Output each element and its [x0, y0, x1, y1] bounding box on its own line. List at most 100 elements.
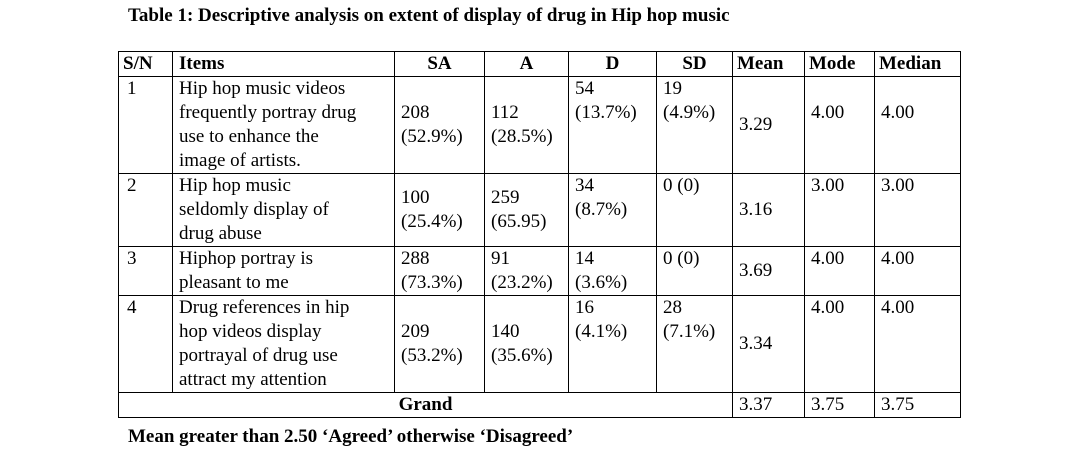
row-sd: 0 (0) [656, 173, 733, 247]
sd-value: 0 (0) [663, 248, 700, 269]
row-mean: 3.16 [732, 173, 805, 247]
item-line: image of artists. [179, 150, 301, 171]
table-row: 4 Drug references in hip hop videos disp… [118, 295, 961, 393]
a-count: 91 [491, 248, 510, 269]
sa-count: 209 [401, 321, 430, 342]
row-a: 112 (28.5%) [484, 76, 569, 174]
row-sa: 209 (53.2%) [394, 295, 485, 393]
d-count: 16 [575, 297, 594, 318]
header-d: D [568, 51, 657, 77]
item-line: Hip hop music videos [179, 78, 346, 99]
row-d: 54 (13.7%) [568, 76, 657, 174]
row-d: 14 (3.6%) [568, 246, 657, 296]
a-percent: (28.5%) [491, 126, 553, 147]
table-row: 2 Hip hop music seldomly display of drug… [118, 173, 961, 247]
median-value: 4.00 [881, 102, 915, 123]
row-mode: 4.00 [804, 76, 875, 174]
descriptive-analysis-table: S/N Items SA A D SD Mean Mode Median 1 H… [118, 51, 961, 418]
row-sn: 3 [118, 246, 173, 296]
grand-mean: 3.37 [732, 392, 805, 418]
sa-count: 208 [401, 102, 430, 123]
grand-median: 3.75 [874, 392, 961, 418]
item-line: Drug references in hip [179, 297, 350, 318]
row-a: 259 (65.95) [484, 173, 569, 247]
grand-mode: 3.75 [804, 392, 875, 418]
sd-value: 0 (0) [663, 175, 700, 196]
item-line: seldomly display of [179, 199, 329, 220]
a-percent: (35.6%) [491, 345, 553, 366]
row-mean: 3.34 [732, 295, 805, 393]
d-count: 54 [575, 78, 594, 99]
table-title: Table 1: Descriptive analysis on extent … [128, 5, 730, 26]
sa-percent: (73.3%) [401, 272, 463, 293]
sd-percent: (7.1%) [663, 321, 716, 342]
a-count: 112 [491, 102, 519, 123]
row-median: 4.00 [874, 295, 961, 393]
d-percent: (13.7%) [575, 102, 637, 123]
row-mode: 4.00 [804, 246, 875, 296]
header-items: Items [172, 51, 395, 77]
row-item: Hip hop music seldomly display of drug a… [172, 173, 395, 247]
row-sa: 288 (73.3%) [394, 246, 485, 296]
header-sn: S/N [118, 51, 173, 77]
row-median: 4.00 [874, 76, 961, 174]
a-count: 259 [491, 187, 520, 208]
row-item: Drug references in hip hop videos displa… [172, 295, 395, 393]
item-line: use to enhance the [179, 126, 319, 147]
table-row: 3 Hiphop portray is pleasant to me 288 (… [118, 246, 961, 296]
a-count: 140 [491, 321, 520, 342]
row-d: 16 (4.1%) [568, 295, 657, 393]
mode-value: 4.00 [811, 102, 845, 123]
row-sn: 1 [118, 76, 173, 174]
row-mean: 3.29 [732, 76, 805, 174]
row-mode: 4.00 [804, 295, 875, 393]
row-item: Hiphop portray is pleasant to me [172, 246, 395, 296]
item-line: attract my attention [179, 369, 327, 390]
header-median: Median [874, 51, 961, 77]
table-row: 1 Hip hop music videos frequently portra… [118, 76, 961, 174]
d-count: 34 [575, 175, 594, 196]
row-sn: 2 [118, 173, 173, 247]
sa-percent: (25.4%) [401, 211, 463, 232]
sd-count: 28 [663, 297, 682, 318]
sd-count: 19 [663, 78, 682, 99]
row-sa: 208 (52.9%) [394, 76, 485, 174]
item-line: drug abuse [179, 223, 262, 244]
grand-row: Grand 3.37 3.75 3.75 [118, 392, 961, 418]
item-line: Hip hop music [179, 175, 291, 196]
row-median: 4.00 [874, 246, 961, 296]
sd-percent: (4.9%) [663, 102, 716, 123]
grand-label: Grand [118, 392, 733, 418]
row-sn: 4 [118, 295, 173, 393]
item-line: pleasant to me [179, 272, 289, 293]
d-percent: (4.1%) [575, 321, 628, 342]
item-line: Hiphop portray is [179, 248, 314, 269]
d-percent: (3.6%) [575, 272, 628, 293]
sa-count: 100 [401, 187, 430, 208]
header-sd: SD [656, 51, 733, 77]
header-a: A [484, 51, 569, 77]
header-mean: Mean [732, 51, 805, 77]
item-line: frequently portray drug [179, 102, 357, 123]
row-item: Hip hop music videos frequently portray … [172, 76, 395, 174]
item-line: portrayal of drug use [179, 345, 338, 366]
header-sa: SA [394, 51, 485, 77]
row-sd: 28 (7.1%) [656, 295, 733, 393]
row-sa: 100 (25.4%) [394, 173, 485, 247]
a-percent: (23.2%) [491, 272, 553, 293]
row-sd: 0 (0) [656, 246, 733, 296]
a-percent: (65.95) [491, 211, 547, 232]
row-sd: 19 (4.9%) [656, 76, 733, 174]
sa-count: 288 [401, 248, 430, 269]
item-line: hop videos display [179, 321, 322, 342]
sa-percent: (52.9%) [401, 126, 463, 147]
row-a: 140 (35.6%) [484, 295, 569, 393]
table-footnote: Mean greater than 2.50 ‘Agreed’ otherwis… [128, 426, 574, 447]
row-d: 34 (8.7%) [568, 173, 657, 247]
row-median: 3.00 [874, 173, 961, 247]
row-mean: 3.69 [732, 246, 805, 296]
d-percent: (8.7%) [575, 199, 628, 220]
row-a: 91 (23.2%) [484, 246, 569, 296]
row-mode: 3.00 [804, 173, 875, 247]
sa-percent: (53.2%) [401, 345, 463, 366]
